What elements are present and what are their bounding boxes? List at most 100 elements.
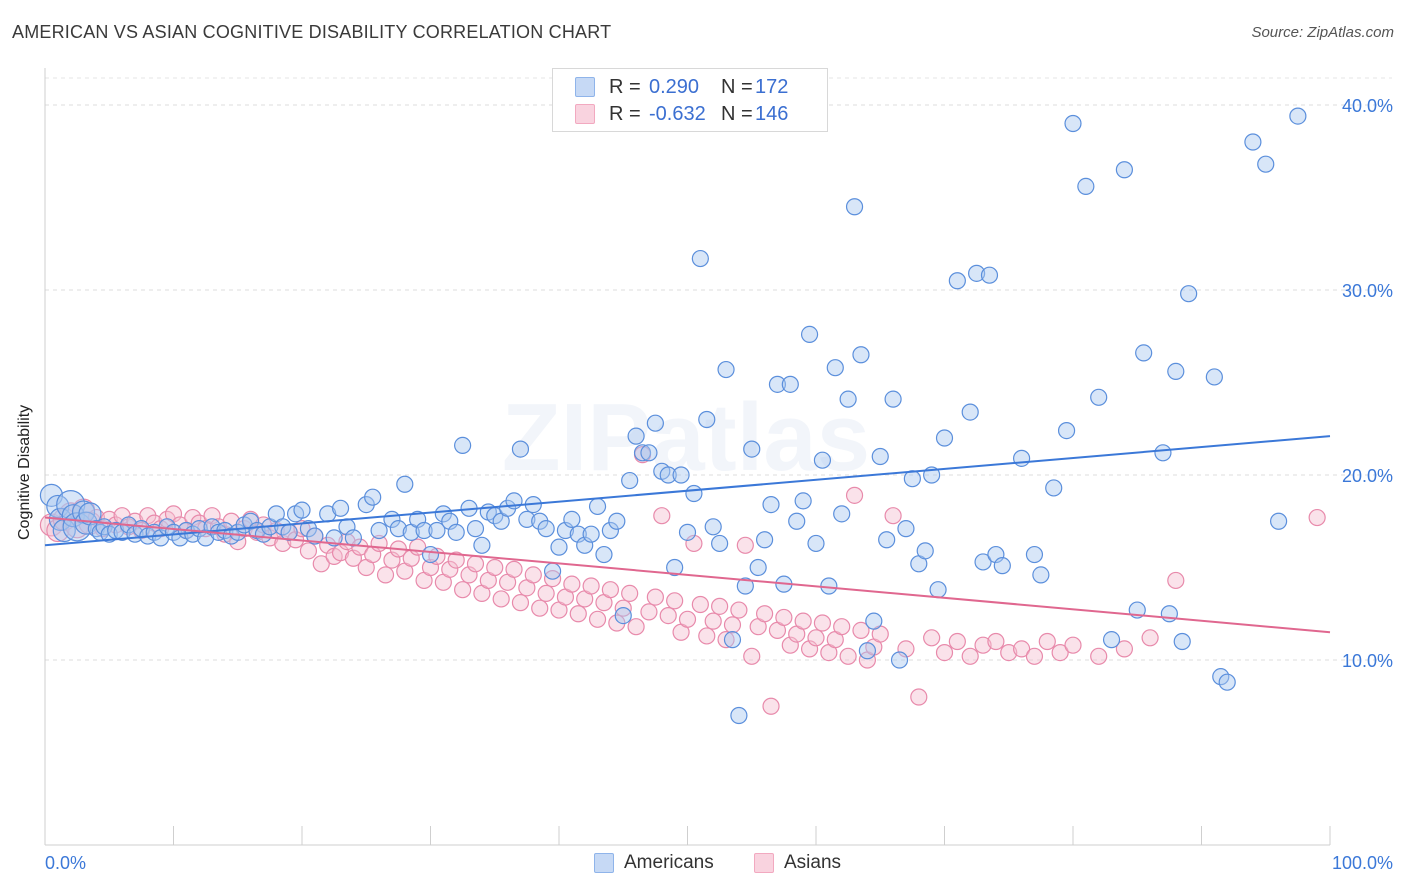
r-value: 0.290 <box>649 75 700 98</box>
legend-swatch-americans <box>594 853 614 873</box>
point-american <box>242 512 260 530</box>
point-american <box>948 272 966 290</box>
point-american <box>1173 632 1191 651</box>
point-american <box>935 429 954 447</box>
point-asian <box>1308 508 1326 527</box>
point-american <box>640 444 658 462</box>
point-asian <box>441 560 459 578</box>
point-asian <box>511 594 530 612</box>
legend-label-asians: Asians <box>784 852 842 873</box>
point-american <box>839 390 857 408</box>
point-asian <box>588 610 607 628</box>
chart-title: AMERICAN VS ASIAN COGNITIVE DISABILITY C… <box>12 22 612 42</box>
axes <box>44 68 1331 846</box>
point-american <box>364 488 382 506</box>
watermark: ZIPatlas <box>502 384 870 491</box>
point-american <box>370 521 388 540</box>
point-american <box>755 531 774 549</box>
point-american <box>685 484 703 503</box>
point-asian <box>1025 647 1044 665</box>
point-asian <box>833 618 851 636</box>
point-asian <box>312 555 330 573</box>
point-american <box>749 558 767 577</box>
point-asian <box>627 618 645 636</box>
point-asian <box>601 581 620 599</box>
point-asian <box>1051 643 1069 662</box>
point-american <box>511 440 530 458</box>
point-asian <box>678 610 697 628</box>
point-american <box>820 577 838 595</box>
point-american <box>1045 479 1063 497</box>
point-american <box>537 520 555 538</box>
point-american <box>447 523 465 541</box>
point-american <box>466 520 485 538</box>
point-american <box>1244 133 1262 151</box>
point-asian <box>762 697 780 715</box>
point-american <box>1154 444 1172 462</box>
point-asian <box>884 507 902 525</box>
point-asian <box>807 629 825 647</box>
point-asian <box>717 631 735 649</box>
point-american <box>781 375 799 393</box>
n-label: N = <box>721 102 753 125</box>
point-american <box>845 198 864 216</box>
point-asian <box>775 608 793 627</box>
point-american <box>608 512 626 530</box>
point-american <box>788 512 806 530</box>
point-asian <box>486 558 504 577</box>
point-asian <box>948 632 966 651</box>
point-american <box>672 466 690 484</box>
point-american <box>878 531 896 549</box>
point-american <box>826 359 844 377</box>
point-asian <box>935 643 954 662</box>
point-american <box>621 471 639 490</box>
point-american <box>582 525 600 543</box>
point-asian <box>923 629 941 647</box>
point-american <box>1032 566 1050 584</box>
legend-label-americans: Americans <box>624 852 714 873</box>
point-american <box>1218 673 1236 691</box>
point-american <box>768 375 787 393</box>
point-american <box>852 346 870 364</box>
point-american <box>666 558 684 577</box>
point-american <box>678 523 697 541</box>
point-american <box>1090 388 1108 406</box>
point-american <box>871 447 889 466</box>
point-american <box>1012 449 1031 467</box>
point-american <box>421 545 440 564</box>
point-asian <box>1090 647 1108 665</box>
point-american <box>473 536 491 554</box>
point-american <box>916 542 934 560</box>
point-asian <box>640 603 658 621</box>
point-asian <box>961 647 979 665</box>
point-asian <box>736 536 754 554</box>
point-american <box>974 553 992 571</box>
legend-row-americans: R = 0.290 N = 172 <box>575 75 788 99</box>
point-american <box>1269 512 1288 530</box>
point-american <box>704 518 722 536</box>
point-asian <box>1167 571 1185 590</box>
point-asian <box>537 584 555 603</box>
point-american <box>588 497 607 516</box>
point-asian <box>845 486 864 504</box>
legend-item-americans[interactable]: Americans <box>594 852 714 874</box>
point-asian <box>910 688 928 706</box>
point-asian <box>505 560 523 578</box>
point-asian <box>987 632 1005 651</box>
point-american <box>1289 107 1307 125</box>
point-american <box>711 534 729 553</box>
legend-swatch-asians <box>575 104 595 124</box>
x-tick-label: 100.0% <box>1332 853 1393 873</box>
point-asian <box>543 569 562 588</box>
point-american <box>897 520 915 538</box>
point-asian <box>755 605 774 623</box>
point-asian <box>1000 643 1018 662</box>
point-american <box>833 505 851 523</box>
point-asian <box>743 647 761 665</box>
point-asian <box>711 597 729 615</box>
point-asian <box>653 507 671 525</box>
point-american <box>884 390 902 408</box>
legend-item-asians[interactable]: Asians <box>754 852 841 874</box>
point-american <box>858 642 877 660</box>
